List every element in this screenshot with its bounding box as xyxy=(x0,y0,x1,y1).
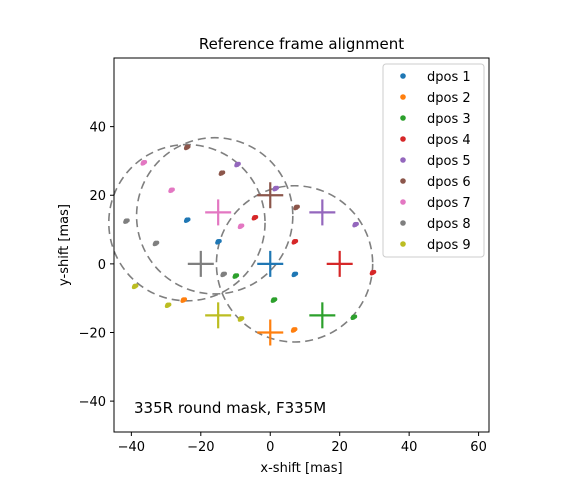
data-point xyxy=(152,242,157,247)
legend-label: dpos 6 xyxy=(427,175,471,190)
data-point xyxy=(291,240,296,245)
legend-marker xyxy=(400,94,406,100)
data-point xyxy=(234,163,238,168)
data-point xyxy=(217,238,222,243)
data-point xyxy=(232,275,237,279)
legend-marker xyxy=(400,115,406,121)
data-point xyxy=(273,297,278,302)
data-point xyxy=(272,187,277,192)
x-tick-label: 20 xyxy=(331,440,348,455)
data-point xyxy=(251,216,256,221)
data-point xyxy=(293,327,298,332)
data-point xyxy=(240,223,245,228)
legend-marker xyxy=(400,136,406,142)
legend-label: dpos 5 xyxy=(427,154,471,169)
legend-label: dpos 2 xyxy=(427,91,471,106)
x-tick-label: −20 xyxy=(187,440,214,455)
points-layer xyxy=(123,144,377,333)
legend-label: dpos 9 xyxy=(427,238,471,253)
data-point xyxy=(237,318,242,322)
y-tick-label: 0 xyxy=(98,258,106,273)
data-point xyxy=(125,218,130,223)
data-point xyxy=(235,273,240,278)
legend-marker xyxy=(400,199,406,205)
data-point xyxy=(290,329,295,333)
data-point xyxy=(218,172,223,176)
legend-label: dpos 1 xyxy=(427,70,471,85)
legend-label: dpos 3 xyxy=(427,112,471,127)
chart-title: Reference frame alignment xyxy=(199,35,404,53)
legend: dpos 1 dpos 2 dpos 3 dpos 4 dpos 5 dpos 6 dpos… xyxy=(382,63,485,258)
y-axis-label: y-shift [mas] xyxy=(57,204,72,286)
crosses-layer xyxy=(187,182,353,346)
data-point xyxy=(220,273,224,278)
plot-frame xyxy=(113,57,490,433)
data-point xyxy=(240,316,245,321)
data-point xyxy=(180,299,185,303)
data-point xyxy=(186,144,191,149)
data-point xyxy=(167,302,172,307)
circles-layer xyxy=(107,136,374,343)
data-point xyxy=(254,214,259,219)
data-point xyxy=(186,217,191,222)
x-tick-label: 0 xyxy=(266,440,274,455)
data-point xyxy=(140,162,145,166)
data-point xyxy=(143,160,148,165)
dashed-circle xyxy=(107,143,266,302)
legend-label: dpos 7 xyxy=(427,196,471,211)
legend-label: dpos 4 xyxy=(427,133,471,148)
x-tick-label: −40 xyxy=(118,440,145,455)
data-point xyxy=(131,285,136,290)
data-point xyxy=(369,271,374,276)
y-axis: −40 −20 0 20 40 xyxy=(79,121,114,410)
data-point xyxy=(293,206,297,211)
annotation-text: 335R round mask, F335M xyxy=(134,399,326,417)
legend-box xyxy=(382,63,485,258)
data-point xyxy=(221,170,226,175)
legend-marker xyxy=(400,241,406,247)
data-point xyxy=(294,238,299,243)
data-point xyxy=(123,220,127,224)
data-point xyxy=(168,189,172,194)
data-point xyxy=(353,314,358,319)
data-point xyxy=(291,273,296,278)
data-point xyxy=(155,240,160,245)
data-point xyxy=(236,161,241,166)
data-point xyxy=(354,221,359,226)
data-point xyxy=(350,316,355,321)
y-tick-label: 20 xyxy=(89,189,106,204)
legend-marker xyxy=(400,73,406,79)
dashed-circle xyxy=(135,136,294,295)
x-tick-label: 60 xyxy=(470,440,487,455)
x-tick-label: 40 xyxy=(401,440,418,455)
y-tick-label: −40 xyxy=(79,395,106,410)
data-point xyxy=(183,297,188,302)
legend-label: dpos 8 xyxy=(427,217,471,232)
legend-marker xyxy=(400,220,406,226)
data-point xyxy=(270,299,275,303)
data-point xyxy=(352,223,356,228)
data-point xyxy=(237,225,242,230)
data-point xyxy=(164,304,169,309)
y-tick-label: 40 xyxy=(89,121,106,136)
data-point xyxy=(222,271,227,276)
legend-marker xyxy=(400,157,406,163)
data-point xyxy=(215,240,219,245)
data-point xyxy=(183,219,188,223)
data-point xyxy=(183,146,188,151)
data-point xyxy=(170,187,175,192)
dashed-circle xyxy=(215,184,374,343)
x-axis-label: x-shift [mas] xyxy=(260,461,342,476)
data-point xyxy=(372,269,377,274)
legend-marker xyxy=(400,178,406,184)
data-point xyxy=(275,185,280,190)
data-point xyxy=(294,271,299,276)
data-point xyxy=(295,204,300,209)
data-point xyxy=(134,283,139,288)
y-tick-label: −20 xyxy=(79,326,106,341)
x-axis: −40 −20 0 20 40 60 xyxy=(118,432,487,455)
